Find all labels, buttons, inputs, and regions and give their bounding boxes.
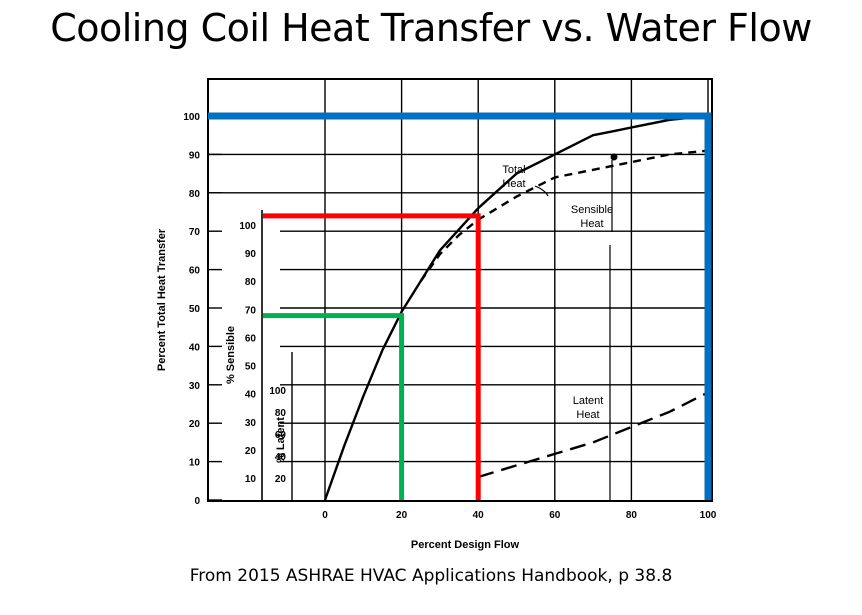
y-tick-label: 20 [189,419,201,430]
y-tick-label: 100 [183,112,200,123]
curve-annotations: Total Heat Sensible Heat Latent Heat [502,153,618,500]
source-caption: From 2015 ASHRAE HVAC Applications Handb… [189,566,673,586]
y-tick-label: 60 [189,266,201,277]
series-latent-heat [477,391,709,479]
x-tick-label: 20 [396,510,408,521]
blue-highlight [208,112,712,500]
annotation-label: Total [502,164,525,176]
latent-tick-label: 20 [275,474,287,485]
x-tick-label: 60 [549,510,561,521]
y-tick-label: 80 [189,189,201,200]
sensible-heat-marker [610,153,618,161]
annotation-label-line2: Heat [580,218,603,230]
annotation-label: Sensible [571,204,613,216]
y-tick-label: 50 [189,304,201,315]
sensible-tick-label: 90 [245,249,257,260]
x-tick-label: 100 [700,510,717,521]
sensible-axis-title: % Sensible [225,326,237,384]
y-tick-label: 0 [194,496,200,507]
chart-series [323,114,709,501]
y-tick-label: 30 [189,381,201,392]
inner-axes: 10 20 30 40 50 60 70 80 90 100 % Sensible 100 80 60 40… [225,221,287,485]
sensible-tick-label: 20 [245,446,257,457]
slide-title: Cooling Coil Heat Transfer vs. Water Flo… [50,6,812,50]
green-highlight [263,313,405,500]
sensible-tick-label: 30 [245,418,257,429]
annotation-label-line2: Heat [502,178,525,190]
y-tick-label: 40 [189,342,201,353]
total-heat-leader [534,185,549,197]
sensible-tick-label: 40 [245,390,257,401]
latent-tick-label: 40 [275,452,287,463]
x-axis-title: Percent Design Flow [411,539,520,551]
sensible-tick-label: 60 [245,333,257,344]
sensible-tick-label: 70 [245,305,257,316]
sensible-tick-label: 100 [239,221,256,232]
x-tick-label: 80 [626,510,638,521]
series-sensible-heat [419,149,709,282]
x-tick-label: 0 [322,510,328,521]
y-tick-label: 10 [189,458,201,469]
y-tick-label: 70 [189,227,201,238]
latent-tick-label: 60 [275,430,287,441]
latent-axis-title: % Latent [275,417,287,463]
y-axis-title: Percent Total Heat Transfer [156,228,168,371]
latent-tick-label: 100 [269,386,286,397]
plot-frame [207,78,713,502]
y-tick-label: 90 [189,150,201,161]
sensible-tick-label: 10 [245,474,257,485]
x-tick-label: 40 [473,510,485,521]
latent-tick-label: 80 [275,408,287,419]
sensible-tick-label: 80 [245,277,257,288]
red-highlight [263,213,481,500]
series-total-heat [323,114,709,501]
annotation-label: Latent [573,395,604,407]
sensible-tick-label: 50 [245,362,257,373]
flow-highlights [208,112,712,500]
chart-frame [207,78,713,502]
annotation-label-line2: Heat [576,409,599,421]
axis-ticks: 0 10 20 30 40 50 60 70 80 90 100 0 20 40 60 80 100 [183,112,716,521]
